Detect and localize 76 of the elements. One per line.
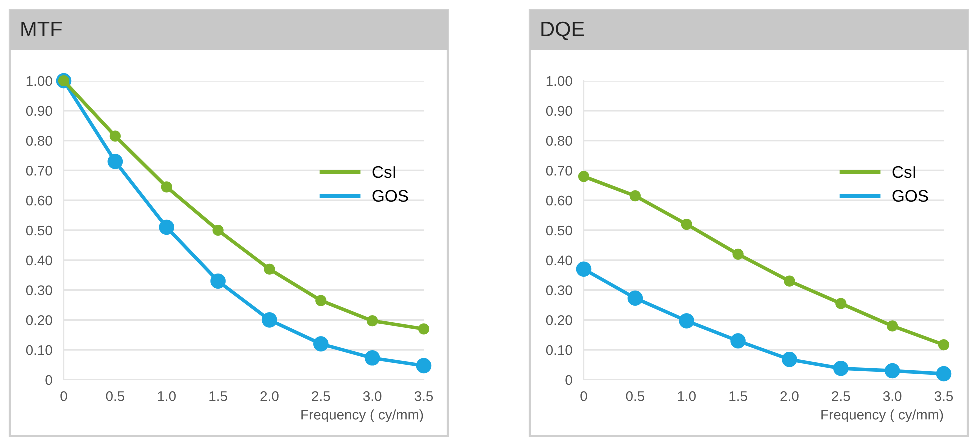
y-tick-label: 0.70 xyxy=(546,166,572,176)
point xyxy=(264,264,276,275)
point xyxy=(834,361,849,376)
x-tick-label: 1.5 xyxy=(210,392,228,402)
legend-label: GOS xyxy=(892,190,928,202)
point xyxy=(836,298,847,310)
point xyxy=(364,350,380,366)
x-tick-label: 3.0 xyxy=(883,391,902,402)
point xyxy=(367,316,378,327)
x-tick-label: 0 xyxy=(580,391,588,402)
point xyxy=(630,190,641,202)
y-tick-label: 0.60 xyxy=(26,196,52,206)
point xyxy=(316,295,327,306)
y-tick-label: 0.10 xyxy=(26,345,52,356)
x-tick-label: 3.5 xyxy=(414,391,434,402)
point xyxy=(884,363,900,379)
y-tick-label: 0.20 xyxy=(26,316,52,326)
x-axis-title: Frequency ( cy/mm) xyxy=(302,410,424,423)
y-tick-label: 0.60 xyxy=(546,196,572,206)
point xyxy=(730,333,746,349)
y-tick-label: 0.70 xyxy=(26,166,52,176)
point xyxy=(159,220,174,236)
legend-label: CsI xyxy=(892,166,916,178)
x-tick-label: 2.0 xyxy=(780,391,799,402)
legend-label: GOS xyxy=(372,190,408,202)
point xyxy=(314,336,329,352)
y-tick-label: 0 xyxy=(46,375,52,386)
y-tick-label: 0.90 xyxy=(26,106,52,116)
point xyxy=(578,171,590,182)
y-tick-label: 1.00 xyxy=(546,76,572,86)
point xyxy=(887,320,898,332)
y-tick-label: 0 xyxy=(566,375,572,386)
x-tick-label: 1.0 xyxy=(158,391,176,402)
point xyxy=(732,248,744,260)
x-tick-label: 0.5 xyxy=(626,391,644,402)
point xyxy=(782,352,798,368)
point xyxy=(110,130,121,142)
x-tick-label: 1.0 xyxy=(678,391,696,402)
y-tick-label: 0.50 xyxy=(26,226,52,236)
point xyxy=(628,290,644,306)
x-tick-label: 3.0 xyxy=(363,391,382,402)
y-tick-label: 0.80 xyxy=(26,136,52,146)
y-tick-label: 0.80 xyxy=(546,136,572,146)
chart-title: DQE xyxy=(542,22,584,40)
y-tick-label: 0.30 xyxy=(546,286,572,296)
point xyxy=(161,182,172,193)
point xyxy=(210,274,226,289)
y-tick-label: 0.10 xyxy=(546,345,572,356)
y-tick-label: 0.30 xyxy=(26,286,52,296)
x-tick-label: 2.5 xyxy=(832,391,850,402)
point xyxy=(784,276,796,287)
point xyxy=(681,218,692,230)
y-tick-label: 1.00 xyxy=(26,76,52,86)
point xyxy=(936,366,952,382)
point xyxy=(576,262,592,278)
x-tick-label: 2.0 xyxy=(260,391,279,402)
y-tick-label: 0.90 xyxy=(546,106,572,116)
x-tick-label: 0 xyxy=(60,391,68,402)
point xyxy=(108,154,124,170)
y-tick-label: 0.40 xyxy=(546,256,572,266)
x-axis-title: Frequency ( cy/mm) xyxy=(822,410,944,423)
chart-title: MTF xyxy=(22,22,62,36)
point xyxy=(938,339,950,351)
point xyxy=(679,313,694,329)
point xyxy=(262,312,278,328)
point xyxy=(416,358,432,374)
x-tick-label: 2.5 xyxy=(312,391,330,402)
x-tick-label: 1.5 xyxy=(730,392,748,402)
point xyxy=(418,324,430,335)
x-tick-label: 0.5 xyxy=(106,391,124,402)
y-tick-label: 0.50 xyxy=(546,226,572,236)
legend-label: CsI xyxy=(372,166,396,178)
point xyxy=(212,224,224,236)
y-tick-label: 0.20 xyxy=(546,316,572,326)
x-tick-label: 3.5 xyxy=(934,391,954,402)
y-tick-label: 0.40 xyxy=(26,256,52,266)
